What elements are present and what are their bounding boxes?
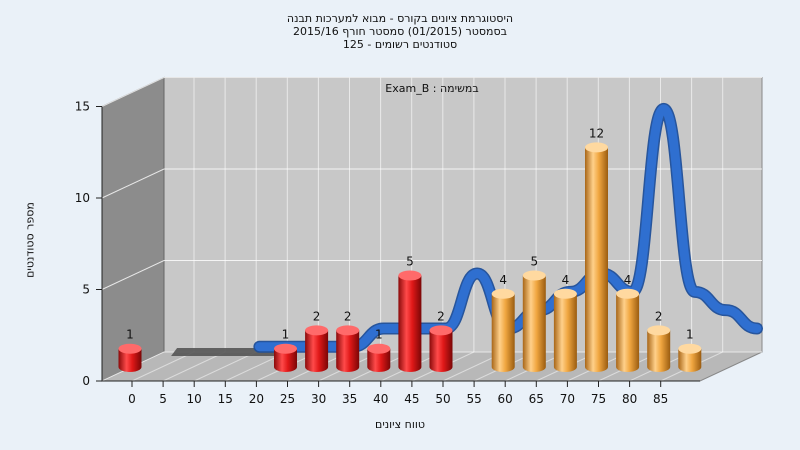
floor-grid-line — [162, 351, 226, 382]
x-tick-label: 70 — [560, 392, 575, 406]
grid-line-y — [101, 260, 762, 290]
x-tick-label: 25 — [280, 392, 295, 406]
y-axis-label: מספר סטודנטים — [23, 202, 37, 278]
x-tick-label: 40 — [373, 392, 388, 406]
bar-35 — [336, 330, 360, 372]
bar-top-75 — [585, 142, 608, 153]
chart-title-line-3: סטודנטים רשומים - 125 — [342, 38, 458, 51]
bar-label-40: 1 — [375, 328, 383, 342]
x-tick-label: 55 — [466, 392, 481, 406]
bar-80 — [616, 293, 640, 372]
bar-top-25 — [274, 343, 297, 354]
bar-top-90 — [678, 343, 702, 354]
bar-top-45 — [398, 270, 422, 281]
bar-label-35: 2 — [344, 309, 352, 323]
x-axis-label: טווח ציונים — [375, 418, 425, 431]
bar-0 — [118, 348, 142, 372]
x-tick-label: 60 — [498, 392, 513, 406]
bar-label-0: 1 — [126, 328, 134, 342]
x-tick-label: 65 — [529, 392, 544, 406]
bar-25 — [274, 348, 297, 372]
x-tick-label: 50 — [435, 392, 450, 406]
x-tick-label: 35 — [342, 392, 357, 406]
bar-50 — [429, 330, 453, 372]
bar-top-50 — [429, 325, 453, 336]
bar-75 — [585, 147, 608, 372]
bar-label-75: 12 — [589, 126, 604, 140]
bar-30 — [305, 330, 329, 372]
bar-label-90: 1 — [686, 328, 694, 342]
bar-label-70: 4 — [562, 273, 570, 287]
bar-45 — [398, 275, 422, 372]
x-tick-label: 20 — [249, 392, 264, 406]
y-tick-label: 0 — [82, 374, 90, 388]
bar-top-60 — [491, 288, 515, 299]
bar-label-25: 1 — [282, 328, 290, 342]
chart-title-line-2: בסמסטר (01/2015) סמסטר חורף 2015/16 — [293, 25, 507, 38]
grid-line-y — [101, 168, 762, 199]
x-tick-label: 80 — [622, 392, 637, 406]
bar-top-85 — [647, 325, 671, 336]
chart-subtitle: Exam_B : במשימה — [385, 82, 479, 95]
bar-label-85: 2 — [655, 309, 663, 323]
bar-90 — [678, 348, 702, 372]
bar-70 — [553, 293, 577, 372]
bar-60 — [491, 293, 515, 372]
floor-grid-line — [131, 351, 195, 382]
bar-label-80: 4 — [624, 273, 632, 287]
bar-40 — [367, 348, 391, 372]
bar-label-30: 2 — [313, 309, 321, 323]
bar-label-45: 5 — [406, 255, 414, 269]
x-tick-label: 10 — [187, 392, 202, 406]
y-tick-label: 15 — [75, 100, 90, 114]
bar-label-65: 5 — [530, 255, 538, 269]
bar-top-35 — [336, 325, 360, 336]
x-tick-label: 30 — [311, 392, 326, 406]
chart-title-line-1: היסטוגרמת ציונים בקורס - מבוא למערכות תב… — [286, 12, 514, 25]
x-tick-label: 0 — [128, 392, 136, 406]
bar-top-65 — [522, 270, 546, 281]
y-tick-label: 10 — [75, 191, 90, 205]
y-tick-label: 5 — [82, 283, 90, 297]
x-tick-label: 85 — [653, 392, 668, 406]
x-tick-label: 75 — [591, 392, 606, 406]
bar-top-80 — [616, 288, 640, 299]
x-tick-label: 15 — [218, 392, 233, 406]
floor-grid-line — [193, 351, 257, 382]
bar-top-0 — [118, 343, 142, 354]
bar-top-40 — [367, 343, 391, 354]
bar-top-70 — [553, 288, 577, 299]
grid-line-y — [101, 77, 762, 107]
bar-label-50: 2 — [437, 309, 445, 323]
bar-85 — [647, 330, 671, 372]
x-tick-label: 45 — [404, 392, 419, 406]
bar-label-60: 4 — [499, 273, 507, 287]
bar-65 — [522, 275, 546, 372]
bar-top-30 — [305, 325, 329, 336]
x-tick-label: 5 — [159, 392, 167, 406]
